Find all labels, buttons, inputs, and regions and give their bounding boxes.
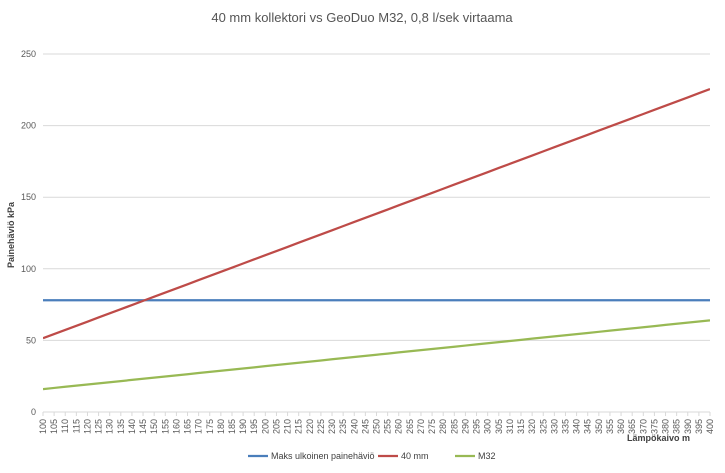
- x-tick-label: 130: [105, 419, 115, 434]
- x-tick-label: 115: [71, 419, 81, 433]
- x-tick-label: 305: [494, 419, 504, 434]
- x-tick-label: 380: [661, 419, 671, 434]
- x-tick-label: 100: [38, 419, 48, 434]
- x-tick-label: 275: [427, 419, 437, 434]
- y-axis-label: Painehäviö kPa: [6, 201, 16, 268]
- x-tick-label: 375: [649, 419, 659, 434]
- x-tick-label: 290: [460, 419, 470, 434]
- x-axis-label: Lämpökaivo m: [627, 433, 690, 443]
- x-tick-label: 395: [694, 419, 704, 434]
- x-tick-label: 235: [338, 419, 348, 434]
- x-tick-label: 330: [549, 419, 559, 434]
- x-tick-label: 355: [605, 419, 615, 434]
- x-tick-label: 135: [116, 419, 126, 434]
- x-tick-label: 335: [560, 419, 570, 434]
- x-tick-label: 315: [516, 419, 526, 434]
- x-tick-label: 215: [294, 419, 304, 434]
- x-tick-label: 325: [538, 419, 548, 434]
- x-tick-label: 200: [260, 419, 270, 434]
- x-tick-label: 225: [316, 419, 326, 434]
- x-tick-label: 400: [705, 419, 715, 434]
- y-axis-ticks: 0 50 100 150 200 250: [21, 49, 36, 417]
- gridlines: [43, 53, 710, 341]
- x-tick-label: 285: [449, 419, 459, 434]
- x-tick-label: 385: [672, 419, 682, 434]
- x-tick-label: 190: [238, 419, 248, 434]
- x-tick-label: 370: [638, 419, 648, 434]
- x-tick-label: 230: [327, 419, 337, 434]
- x-tick-label: 160: [171, 419, 181, 434]
- x-tick-label: 120: [82, 419, 92, 434]
- x-tick-label: 105: [49, 419, 59, 434]
- x-tick-label: 145: [138, 419, 148, 434]
- x-tick-label: 255: [383, 419, 393, 434]
- legend: Maks ulkoinen painehäviö 40 mm M32: [248, 451, 496, 461]
- x-tick-label: 180: [216, 419, 226, 434]
- x-tick-label: 245: [360, 419, 370, 434]
- x-tick-label: 260: [394, 419, 404, 434]
- x-tick-label: 165: [183, 419, 193, 434]
- x-tick-label: 310: [505, 419, 515, 434]
- y-tick-label: 200: [21, 121, 36, 131]
- x-tick-label: 140: [127, 419, 137, 434]
- x-tick-label: 155: [160, 419, 170, 434]
- x-tick-label: 170: [194, 419, 204, 434]
- x-tick-label: 220: [305, 419, 315, 434]
- x-tick-label: 340: [572, 419, 582, 434]
- x-tick-label: 345: [583, 419, 593, 434]
- x-tick-label: 150: [149, 419, 159, 434]
- legend-label: M32: [478, 451, 496, 461]
- y-tick-label: 100: [21, 264, 36, 274]
- x-tick-label: 320: [527, 419, 537, 434]
- x-tick-label: 390: [683, 419, 693, 434]
- x-tick-label: 350: [594, 419, 604, 434]
- legend-label: 40 mm: [401, 451, 429, 461]
- x-tick-label: 270: [416, 419, 426, 434]
- x-tick-label: 175: [205, 419, 215, 434]
- y-tick-label: 0: [31, 407, 36, 417]
- x-tick-label: 110: [60, 419, 70, 433]
- x-tick-label: 250: [372, 419, 382, 434]
- x-axis-ticks: 100 105 110 115 120 125 130 135 140 145 150 155 160 1…: [38, 412, 715, 434]
- y-tick-label: 50: [26, 335, 36, 345]
- x-tick-label: 195: [249, 419, 259, 434]
- x-tick-label: 300: [483, 419, 493, 434]
- x-tick-label: 365: [627, 419, 637, 434]
- series-line-40-mm: [43, 88, 710, 340]
- x-tick-label: 280: [438, 419, 448, 434]
- series-lines: [43, 88, 710, 391]
- x-tick-label: 125: [94, 419, 104, 434]
- x-tick-label: 240: [349, 419, 359, 434]
- legend-label: Maks ulkoinen painehäviö: [271, 451, 375, 461]
- y-tick-label: 250: [21, 49, 36, 59]
- chart-title: 40 mm kollektori vs GeoDuo M32, 0,8 l/se…: [211, 10, 513, 25]
- x-tick-label: 205: [271, 419, 281, 434]
- x-tick-label: 210: [283, 419, 293, 434]
- series-line-m32: [43, 319, 710, 391]
- x-tick-label: 185: [227, 419, 237, 434]
- x-tick-label: 295: [472, 419, 482, 434]
- x-tick-label: 265: [405, 419, 415, 434]
- x-tick-label: 360: [616, 419, 626, 434]
- y-tick-label: 150: [21, 192, 36, 202]
